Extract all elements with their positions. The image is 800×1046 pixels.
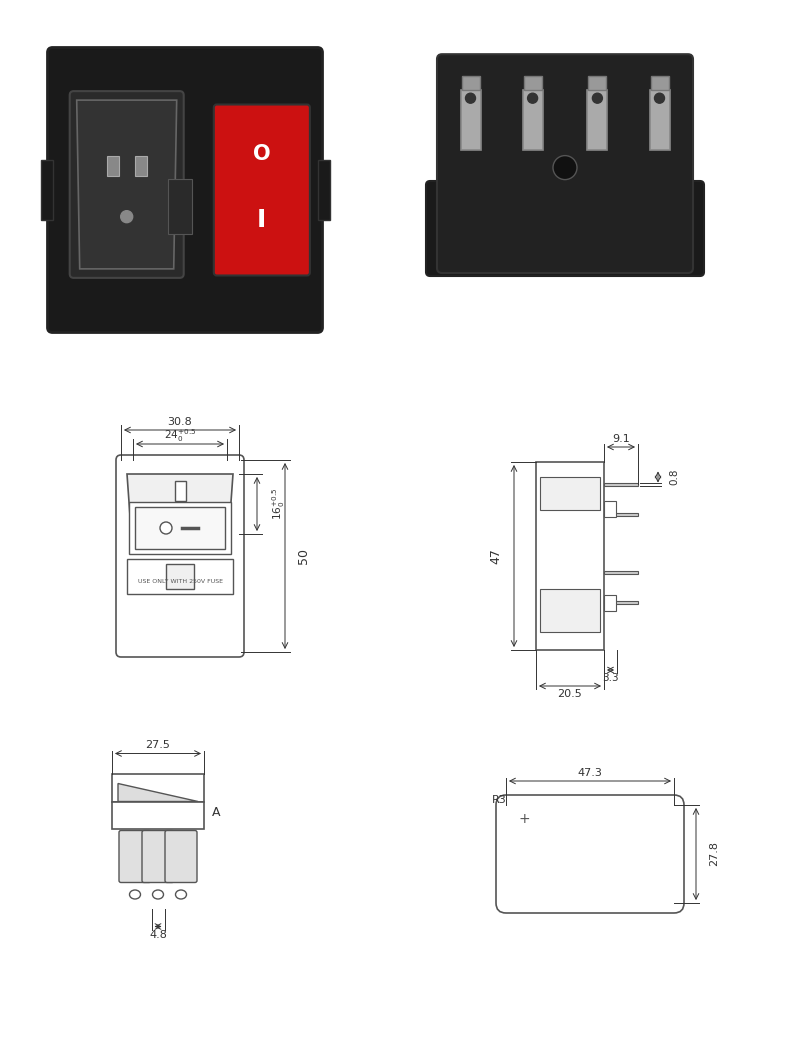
FancyBboxPatch shape <box>116 455 244 657</box>
Bar <box>174 481 186 501</box>
Bar <box>536 462 604 650</box>
Text: 47.3: 47.3 <box>578 768 602 778</box>
Bar <box>318 160 330 220</box>
Text: 50: 50 <box>297 548 310 564</box>
FancyBboxPatch shape <box>496 795 684 913</box>
Bar <box>129 502 231 554</box>
Bar <box>127 559 233 594</box>
Polygon shape <box>77 100 177 269</box>
Text: A: A <box>212 806 220 819</box>
Bar <box>604 513 638 516</box>
Circle shape <box>654 93 665 104</box>
FancyBboxPatch shape <box>426 181 704 276</box>
Bar <box>524 76 542 90</box>
Bar <box>604 501 616 517</box>
Text: 27.8: 27.8 <box>709 841 719 866</box>
FancyBboxPatch shape <box>70 91 184 278</box>
Text: $24^{+0.5}_{0}$: $24^{+0.5}_{0}$ <box>164 428 196 445</box>
Bar <box>604 570 638 573</box>
Text: 4.8: 4.8 <box>149 930 167 939</box>
FancyBboxPatch shape <box>437 54 693 273</box>
Bar <box>587 90 607 151</box>
Text: 27.5: 27.5 <box>146 741 170 750</box>
Ellipse shape <box>175 890 186 899</box>
Bar <box>178 504 190 524</box>
Circle shape <box>466 93 475 104</box>
Bar <box>41 160 53 220</box>
FancyBboxPatch shape <box>214 105 310 275</box>
Text: 20.5: 20.5 <box>558 689 582 699</box>
Bar <box>604 482 638 485</box>
Bar <box>604 600 638 604</box>
Text: +: + <box>518 812 530 826</box>
FancyBboxPatch shape <box>119 831 151 883</box>
Bar <box>135 507 225 549</box>
Bar <box>604 595 616 611</box>
Bar <box>168 179 192 234</box>
Bar <box>650 76 669 90</box>
Bar <box>588 76 606 90</box>
Text: R3: R3 <box>492 795 506 805</box>
Text: $16^{+0.5}_{0}$: $16^{+0.5}_{0}$ <box>270 487 287 520</box>
Circle shape <box>553 156 577 180</box>
Bar <box>159 504 170 524</box>
Bar <box>540 589 600 632</box>
Circle shape <box>592 93 602 104</box>
FancyBboxPatch shape <box>165 831 197 883</box>
Text: 47: 47 <box>490 548 502 564</box>
Bar <box>166 564 194 589</box>
Text: 0.8: 0.8 <box>669 469 679 485</box>
FancyBboxPatch shape <box>47 47 322 333</box>
Ellipse shape <box>130 890 141 899</box>
Bar <box>462 76 479 90</box>
Circle shape <box>160 522 172 535</box>
Bar <box>134 156 146 176</box>
Text: 9.1: 9.1 <box>612 434 630 444</box>
Bar <box>650 90 670 151</box>
FancyBboxPatch shape <box>142 831 174 883</box>
Bar <box>112 801 204 829</box>
Text: USE ONLY WITH 250V FUSE: USE ONLY WITH 250V FUSE <box>138 579 222 584</box>
Bar <box>461 90 481 151</box>
Ellipse shape <box>153 890 163 899</box>
Bar <box>540 477 600 510</box>
Text: 3.3: 3.3 <box>602 673 619 683</box>
Bar <box>112 773 204 801</box>
Circle shape <box>121 210 133 223</box>
Text: 30.8: 30.8 <box>168 417 192 427</box>
Text: I: I <box>258 208 266 232</box>
Bar <box>522 90 542 151</box>
Bar <box>106 156 118 176</box>
Polygon shape <box>118 783 198 801</box>
Polygon shape <box>127 474 233 535</box>
Text: O: O <box>253 143 270 164</box>
Circle shape <box>528 93 538 104</box>
